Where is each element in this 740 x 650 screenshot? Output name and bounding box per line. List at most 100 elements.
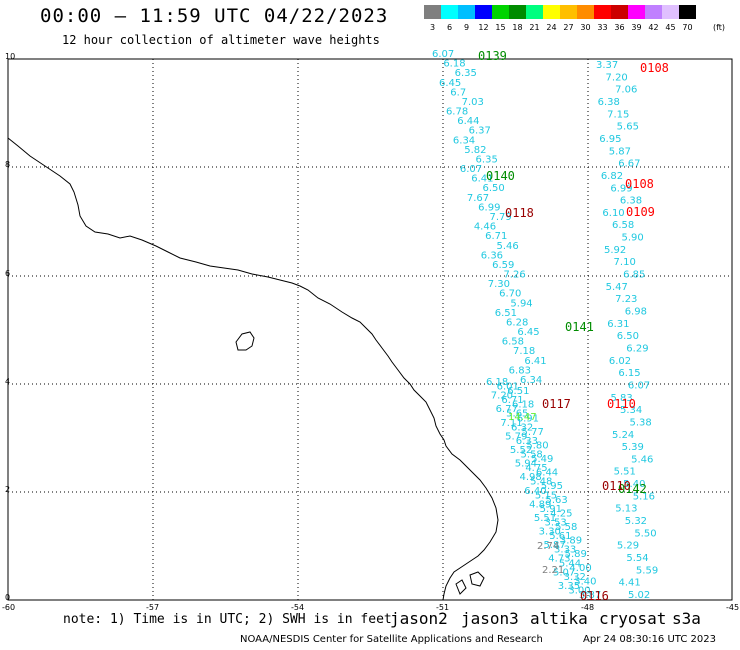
swh-value: 6.58 [612,220,634,231]
y-tick-2: 2 [5,485,10,494]
swh-value: 5.61 [549,531,571,542]
scale-label: 39 [631,23,641,32]
swh-value: 5.58 [521,450,543,461]
swh-value: 7.20 [606,72,628,83]
scale-swatch [543,5,560,19]
swh-value: 3.32 [564,572,586,583]
scale-label: 36 [614,23,624,32]
scale-label: 33 [597,23,607,32]
swh-value: 6.07 [460,164,482,175]
track-pass-label: 0109 [626,205,655,219]
swh-value: 7.10 [614,257,636,268]
swh-value: 3.00 [568,585,590,596]
swh-value: 4.73 [548,554,570,565]
scale-label: 12 [478,23,488,32]
swh-value: 7.20 [491,391,513,402]
swh-value: 3.37 [596,60,618,71]
swh-value: 6.71 [485,231,507,242]
swh-value: 5.52 [510,445,532,456]
swh-value: 6.44 [536,468,558,479]
track-pass-label: 0118 [505,206,534,220]
swh-value: 6.45 [439,78,461,89]
swh-value: 5.65 [617,122,639,133]
scale-label: 27 [563,23,573,32]
swh-value: 3.53 [544,517,566,528]
swh-value: 6.34 [453,135,475,146]
swh-value: 5.07 [553,567,575,578]
scale-swatch [560,5,577,19]
satellite-jason3: jason3 [461,609,519,628]
swh-value: 6.10 [602,208,624,219]
swh-value: 7.26 [503,270,525,281]
scale-label: 24 [546,23,556,32]
footer-note: note: 1) Time is in UTC; 2) SWH is in fe… [63,612,392,627]
swh-value: 7.30 [488,279,510,290]
swh-value: 4.46 [474,222,496,233]
swh-value: 6.35 [476,154,498,165]
swh-value: 6.01 [497,382,519,393]
swh-value: 5.63 [545,495,567,506]
swh-value: 6.38 [598,97,620,108]
swh-value: 5.50 [634,528,656,539]
satellite-cryosat: cryosat [599,609,667,628]
scale-label: 18 [512,23,522,32]
swh-value: 5.51 [534,513,556,524]
swh-value: 6.38 [620,196,642,207]
scale-label: 42 [648,23,658,32]
swh-value: 5.13 [615,504,637,515]
scale-label: 3 [430,23,435,32]
swh-value: 5.48 [530,477,552,488]
swh-value: 5.38 [630,417,652,428]
track-pass-label: 0110 [607,397,636,411]
swh-value: 6.85 [623,270,645,281]
swh-value: 5.94 [515,459,537,470]
y-tick-6: 6 [5,269,10,278]
scale-swatch [679,5,696,19]
y-tick-8: 8 [5,160,10,169]
swh-value: 5.80 [526,440,548,451]
scale-swatch [424,5,441,19]
swh-value: 5.51 [614,467,636,478]
scale-swatch [526,5,543,19]
swh-value: 6.33 [516,436,538,447]
x-tick--54: -54 [291,603,304,612]
swh-value: 5.82 [464,145,486,156]
swh-value: 5.59 [636,565,658,576]
page-title: 00:00 – 11:59 UTC 04/22/2023 [40,5,389,27]
swh-value: 6.99 [478,202,500,213]
swh-value: 6.70 [499,289,521,300]
swh-value: 5.83 [610,393,632,404]
swh-value: 5.79 [505,431,527,442]
swh-value: 6.18 [512,400,534,411]
scale-swatch [441,5,458,19]
swh-value: 3.33 [554,545,576,556]
swh-value: 5.44 [559,558,581,569]
swh-value: 5.90 [621,233,643,244]
track-pass-label: 0110 [602,479,631,493]
scale-swatch [475,5,492,19]
swh-value: 2.74 [537,541,559,552]
satellite-altika: altika [530,609,588,628]
swh-value: 5.40 [623,479,645,490]
coastline [7,137,499,601]
track-pass-label: 0117 [542,397,571,411]
grid-lines [8,59,732,600]
swh-value: 7.15 [607,109,629,120]
track-pass-label: 0140 [486,169,515,183]
swh-value: 5.65 [506,409,528,420]
y-tick-0: 0 [5,593,10,602]
swh-value: 6.50 [617,331,639,342]
swh-value: 5.91 [540,504,562,515]
swh-value: 7.23 [615,294,637,305]
scale-label: 70 [682,23,692,32]
swh-value: 5.15 [535,490,557,501]
swh-value: 6.71 [501,395,523,406]
track-pass-label: 0116 [580,589,609,603]
satellite-jason2: jason2 [390,609,448,628]
swh-value: 6.15 [618,368,640,379]
track-pass-label: 0142 [618,482,647,496]
swh-value: 3.30 [539,527,561,538]
scale-label: 9 [464,23,469,32]
scale-unit: (ft) [713,23,725,32]
